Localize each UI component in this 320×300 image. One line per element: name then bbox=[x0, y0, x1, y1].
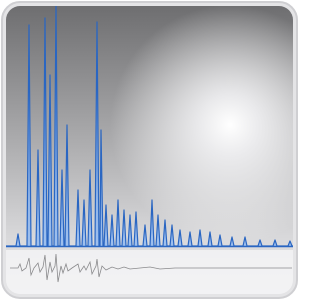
icon bbox=[0, 0, 299, 300]
page bbox=[0, 0, 299, 300]
lower-panel bbox=[6, 250, 293, 294]
